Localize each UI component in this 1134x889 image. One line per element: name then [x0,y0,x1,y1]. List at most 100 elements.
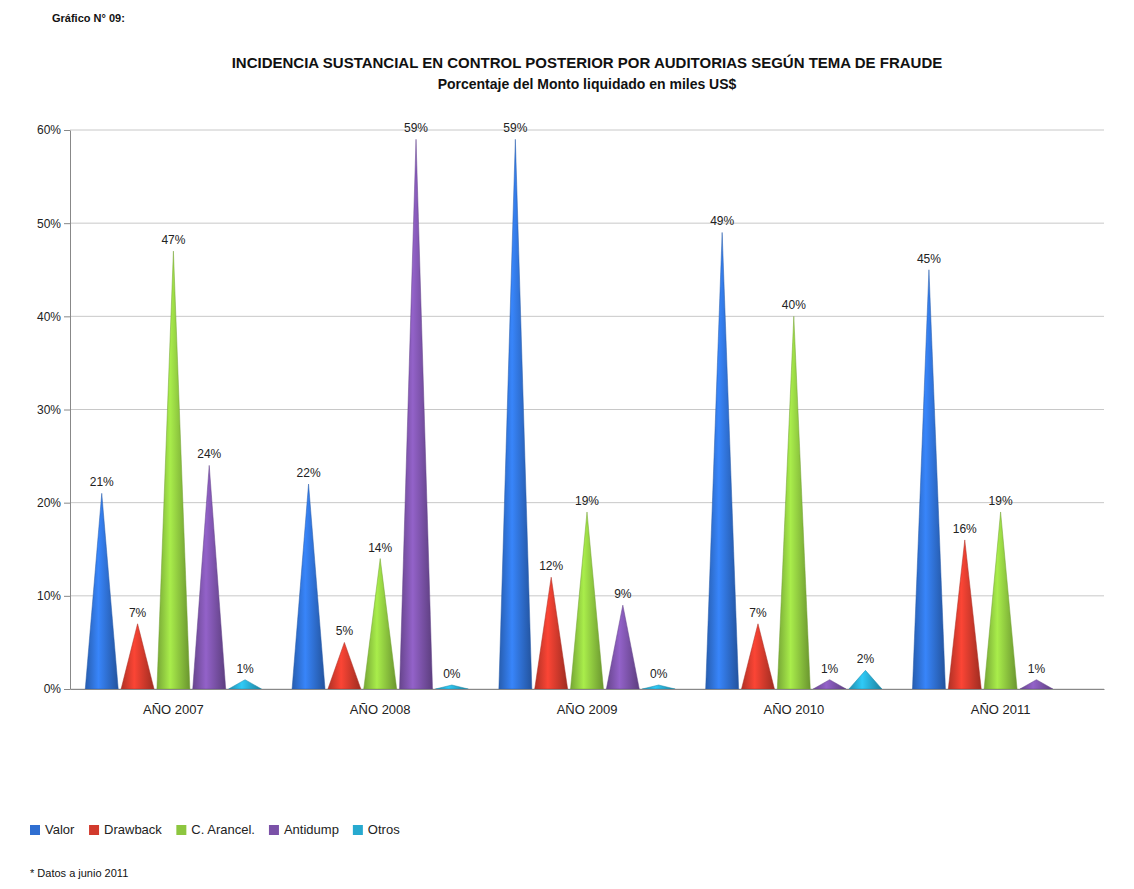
tick: 10% [37,589,70,603]
tick-mark [64,596,70,597]
axis-line [71,689,1105,690]
data-label: 47% [161,233,185,247]
x-axis: AÑO 2007AÑO 2008AÑO 2009AÑO 2010AÑO 2011 [71,689,1105,717]
tick-label: 30% [37,403,61,417]
cone [741,624,774,689]
legend-swatch [269,825,279,835]
tick-label: AÑO 2009 [557,702,618,717]
footnote: * Datos a junio 2011 [30,867,128,879]
tick: AÑO 2008 [350,689,411,717]
cone [948,540,981,689]
data-label: 19% [575,494,599,508]
tick: AÑO 2007 [143,689,204,717]
cone [435,685,468,689]
data-label: 12% [539,559,563,573]
tick-label: 10% [37,589,61,603]
legend-swatch [30,825,40,835]
tick: 0% [44,682,70,696]
data-label: 19% [989,494,1013,508]
legend-label: Valor [45,822,75,837]
data-label: 7% [749,606,767,620]
legend-swatch [89,825,99,835]
cone [606,605,639,689]
legend: Valor Drawback C. Arancel. Antidump Otros [30,822,400,837]
cone [328,642,361,689]
grid-line [70,409,1104,410]
tick-mark [64,316,70,317]
data-label: 7% [129,606,147,620]
grid-line [70,130,1104,131]
data-label: 45% [917,252,941,266]
data-label: 1% [236,662,254,676]
legend-swatch [353,825,363,835]
legend-item: Otros [353,822,400,837]
data-label: 1% [1028,662,1046,676]
tick: 30% [37,403,70,417]
cone [642,685,675,689]
tick-mark [64,410,70,411]
legend-item: Drawback [89,822,162,837]
cone [364,559,397,689]
tick-label: AÑO 2007 [143,702,204,717]
cone [777,316,810,689]
tick-mark [64,689,70,690]
y-axis: 0% 10% 20% 30% 40% 50% 60% [37,123,71,696]
data-label: 40% [782,298,806,312]
grid-line [70,316,1104,317]
marks [85,139,1053,689]
plot: 0% 10% 20% 30% 40% 50% 60% AÑO 2007 AÑO 2008 AÑO … [37,121,1105,717]
tick-mark [64,223,70,224]
data-label: 16% [953,522,977,536]
cone [813,680,846,689]
subtitle: Porcentaje del Monto liquidado en miles … [438,76,737,92]
tick: 60% [37,123,70,137]
cone [292,484,325,689]
cone [535,577,568,689]
chart-label: Gráfico N° 09: [52,12,125,24]
tick: 20% [37,496,70,510]
data-label: 1% [821,662,839,676]
data-label: 9% [614,587,632,601]
cone [984,512,1017,689]
legend-item: Valor [30,822,75,837]
data-label: 22% [297,466,321,480]
legend-label: C. Arancel. [191,822,255,837]
chart: Gráfico N° 09: * Datos a junio 2011 INCIDE… [0,0,1134,889]
tick-mark [64,130,70,131]
tick-label: 0% [44,682,62,696]
tick-label: 60% [37,123,61,137]
cone [193,465,226,689]
tick: 50% [37,217,70,231]
title: INCIDENCIA SUSTANCIAL EN CONTROL POSTERI… [232,54,943,71]
cone [499,139,532,689]
grid-line [70,223,1104,224]
data-label: 59% [404,121,428,135]
data-label: 14% [368,541,392,555]
legend-label: Antidump [284,822,339,837]
tick: AÑO 2009 [557,689,618,717]
data-label: 21% [90,475,114,489]
cone [571,512,604,689]
tick-mark [64,503,70,504]
tick-label: 20% [37,496,61,510]
cone [1020,680,1053,689]
grid [70,130,1104,689]
legend-label: Otros [368,822,400,837]
cone [849,670,882,689]
data-label: 24% [197,447,221,461]
axis-line [70,131,71,690]
cone [400,139,433,689]
cone [85,493,118,689]
cone [121,624,154,689]
data-label: 59% [503,121,527,135]
tick: 40% [37,310,70,324]
tick: AÑO 2011 [971,689,1031,717]
legend-item: C. Arancel. [176,822,255,837]
cone [157,251,190,689]
data-label: 5% [336,624,354,638]
legend-item: Antidump [269,822,339,837]
cone [706,232,739,689]
data-label: 2% [857,652,875,666]
tick-label: 40% [37,310,61,324]
data-label: 0% [443,667,461,681]
